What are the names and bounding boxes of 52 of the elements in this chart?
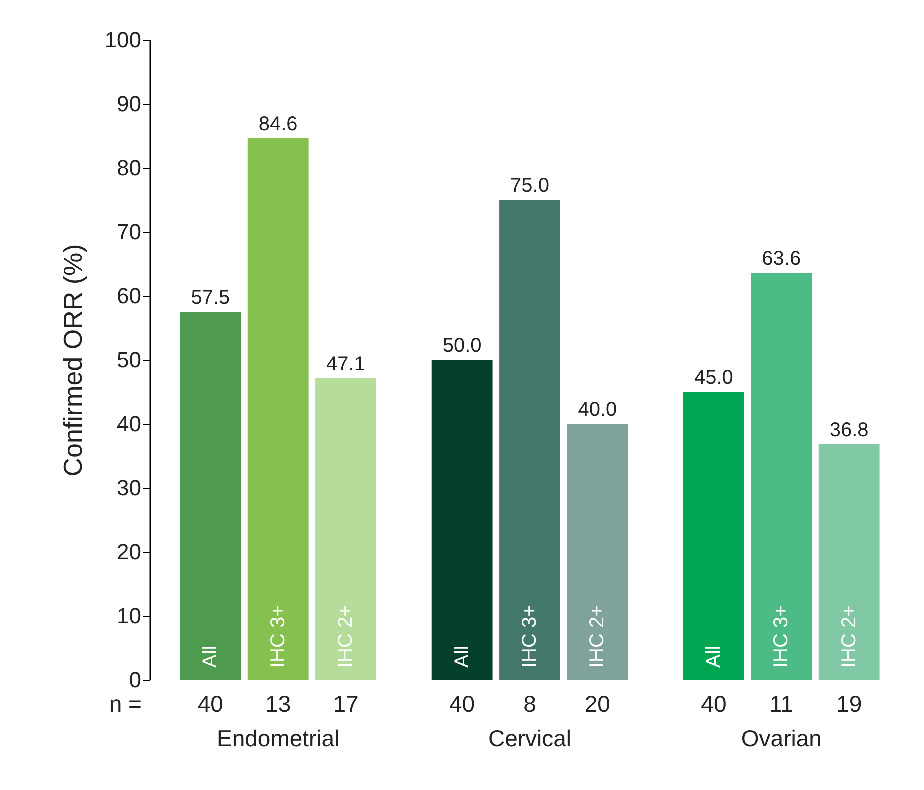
y-axis-title: Confirmed ORR (%)	[58, 244, 88, 477]
data-label: 63.6	[762, 248, 802, 270]
text: 11	[770, 691, 794, 717]
bar	[248, 138, 309, 680]
text: IHC 3+	[770, 605, 793, 668]
text: 40	[701, 691, 727, 717]
text: IHC 2+	[586, 605, 609, 668]
data-label: 36.8	[830, 419, 869, 442]
y-tick-label: 70	[117, 220, 142, 244]
bar	[684, 392, 744, 680]
series-label: IHC 3+	[267, 605, 290, 668]
data-label: 40.0	[578, 399, 618, 421]
text: IHC 2+	[838, 605, 860, 668]
y-tick-label: 40	[117, 412, 142, 436]
text: All	[451, 646, 474, 668]
text: All	[702, 646, 725, 668]
y-tick-label: 0	[129, 668, 142, 692]
data-label: 57.5	[191, 287, 230, 309]
y-tick-label: 100	[104, 28, 142, 52]
text: 40	[450, 691, 476, 717]
series-label: IHC 2+	[335, 605, 358, 668]
bar	[818, 444, 880, 680]
series-label: All	[200, 646, 222, 668]
text: 19	[836, 691, 862, 717]
x-tick-label: Ovarian	[741, 726, 822, 752]
bar	[316, 378, 376, 680]
text: 40	[198, 691, 224, 717]
data-label: 84.6	[258, 114, 298, 136]
text: 20	[584, 691, 610, 717]
y-tick-label: 50	[117, 348, 142, 372]
bar	[567, 424, 628, 680]
text: 13	[266, 691, 292, 717]
data-label: 75.0	[510, 175, 550, 197]
y-tick-label: 20	[117, 540, 142, 564]
data-label: 45.0	[694, 367, 734, 389]
y-tick-label: 90	[117, 92, 142, 116]
data-label: 47.1	[326, 354, 366, 376]
y-tick-label: 30	[117, 476, 142, 500]
text: 8	[524, 691, 536, 717]
bar	[751, 272, 812, 680]
y-tick-label: 80	[117, 156, 142, 180]
y-tick-label: 60	[117, 284, 142, 308]
bar	[432, 360, 493, 680]
x-tick-label: Cervical	[488, 726, 572, 752]
x-tick-label: Endometrial	[216, 726, 340, 752]
y-tick-label: 10	[117, 604, 142, 628]
bar	[180, 312, 242, 680]
bar	[500, 200, 560, 680]
text: IHC 3+	[519, 605, 541, 668]
text: 17	[333, 691, 359, 717]
text: n =	[109, 691, 142, 717]
data-label: 50.0	[442, 335, 482, 357]
